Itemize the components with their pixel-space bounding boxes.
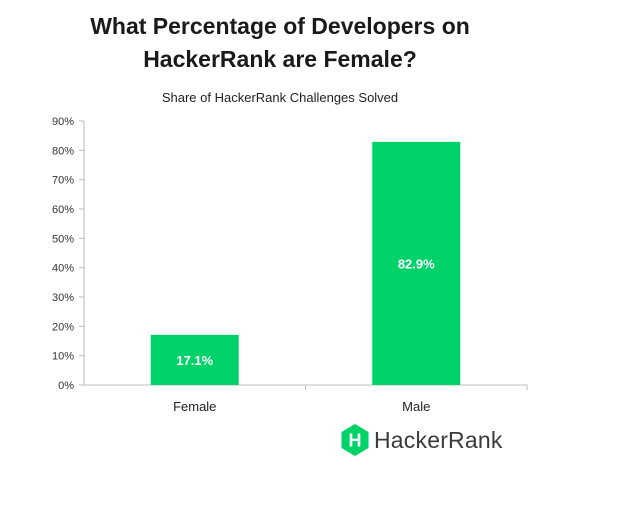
x-tick-label: Female bbox=[173, 399, 216, 414]
title-line-2: HackerRank are Female? bbox=[143, 46, 417, 72]
y-tick-label: 40% bbox=[52, 263, 74, 275]
y-tick-label: 70% bbox=[52, 175, 74, 187]
hackerrank-logo-text: HackerRank bbox=[374, 426, 503, 453]
chart-subtitle: Share of HackerRank Challenges Solved bbox=[161, 90, 399, 105]
logo-letter: H bbox=[349, 431, 362, 451]
y-tick-label: 10% bbox=[52, 351, 74, 363]
y-tick-label: 80% bbox=[52, 145, 74, 157]
bar-male bbox=[372, 141, 461, 385]
title-line-1: What Percentage of Developers on bbox=[90, 13, 470, 39]
data-label: 17.1% bbox=[176, 353, 213, 368]
y-tick-label: 30% bbox=[52, 292, 74, 304]
x-tick-label: Male bbox=[402, 399, 430, 414]
hackerrank-logo: H HackerRank bbox=[340, 423, 503, 457]
data-label: 82.9% bbox=[398, 256, 435, 271]
chart-title: What Percentage of Developers on HackerR… bbox=[0, 10, 560, 76]
y-tick-label: 50% bbox=[52, 233, 74, 245]
y-tick-label: 20% bbox=[52, 321, 74, 333]
y-tick-label: 90% bbox=[52, 116, 74, 128]
bar-female bbox=[150, 334, 239, 385]
hackerrank-logo-icon: H bbox=[341, 424, 369, 456]
y-tick-label: 60% bbox=[52, 204, 74, 216]
y-tick-label: 0% bbox=[58, 380, 74, 392]
